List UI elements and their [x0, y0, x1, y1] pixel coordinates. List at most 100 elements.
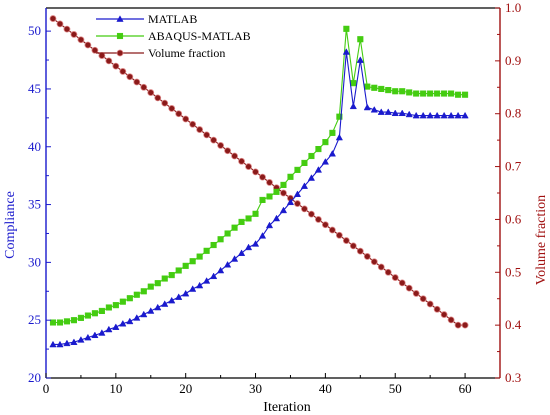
- data-point-matlab: [63, 339, 71, 347]
- data-point-volume-fraction: [398, 279, 406, 287]
- data-point-volume-fraction: [63, 25, 71, 33]
- data-point-volume-fraction: [168, 105, 176, 112]
- data-point-matlab: [133, 314, 141, 321]
- data-point-volume-fraction: [377, 263, 385, 271]
- data-point-matlab: [168, 296, 176, 304]
- y-right-tick-label: 0.9: [505, 53, 521, 68]
- data-point-abaqus-matlab: [308, 152, 315, 160]
- legend-marker-volume-fraction: [116, 49, 124, 57]
- data-point-matlab: [161, 300, 169, 307]
- data-point-abaqus-matlab: [77, 314, 84, 321]
- data-point-volume-fraction: [84, 41, 92, 49]
- data-point-abaqus-matlab: [455, 91, 462, 98]
- data-point-volume-fraction: [426, 300, 434, 308]
- y-left-tick-label: 20: [28, 370, 41, 385]
- data-point-volume-fraction: [70, 31, 78, 38]
- data-point-abaqus-matlab: [273, 188, 280, 195]
- data-point-volume-fraction: [447, 316, 455, 324]
- data-point-matlab: [349, 102, 357, 110]
- data-point-volume-fraction: [419, 295, 427, 303]
- data-point-matlab: [454, 111, 462, 119]
- data-point-volume-fraction: [266, 179, 273, 186]
- data-point-abaqus-matlab: [434, 90, 441, 97]
- data-point-abaqus-matlab: [441, 90, 448, 97]
- data-point-abaqus-matlab: [224, 230, 231, 237]
- data-point-abaqus-matlab: [420, 90, 427, 97]
- series-line-matlab: [52, 51, 466, 346]
- data-point-volume-fraction: [210, 136, 218, 144]
- data-point-volume-fraction: [314, 216, 322, 223]
- y-right-tick-label: 0.3: [505, 370, 521, 385]
- data-point-matlab: [356, 56, 364, 63]
- data-point-volume-fraction: [412, 290, 420, 297]
- data-point-volume-fraction: [154, 94, 162, 102]
- data-point-matlab: [363, 103, 371, 111]
- data-point-abaqus-matlab: [462, 91, 469, 98]
- data-point-volume-fraction: [224, 147, 232, 155]
- data-point-abaqus-matlab: [364, 83, 371, 90]
- data-point-matlab: [147, 307, 155, 314]
- data-point-matlab: [175, 293, 183, 300]
- data-point-matlab: [419, 111, 427, 119]
- x-tick-label: 20: [179, 381, 192, 396]
- data-point-abaqus-matlab: [168, 272, 175, 279]
- data-point-abaqus-matlab: [147, 283, 154, 290]
- data-point-abaqus-matlab: [378, 85, 385, 92]
- data-point-matlab: [384, 108, 392, 115]
- data-point-volume-fraction: [440, 311, 448, 318]
- y-axis-right-title: Volume fraction: [534, 195, 549, 285]
- data-point-volume-fraction: [356, 247, 364, 255]
- data-point-abaqus-matlab: [210, 241, 217, 249]
- legend: MATLAB ABAQUS-MATLAB Volume fraction: [96, 12, 251, 60]
- data-point-abaqus-matlab: [406, 89, 413, 96]
- data-point-abaqus-matlab: [259, 196, 266, 203]
- data-point-matlab: [398, 109, 406, 117]
- data-point-matlab: [321, 158, 330, 165]
- data-point-matlab: [216, 266, 225, 274]
- data-point-matlab: [314, 166, 323, 173]
- legend-label-volume-fraction: Volume fraction: [148, 46, 225, 60]
- data-point-matlab: [237, 249, 246, 256]
- data-point-abaqus-matlab: [63, 318, 71, 325]
- data-point-abaqus-matlab: [399, 88, 406, 95]
- legend-label-matlab: MATLAB: [148, 12, 197, 26]
- data-point-abaqus-matlab: [301, 159, 308, 166]
- data-point-volume-fraction: [259, 173, 266, 181]
- data-point-abaqus-matlab: [182, 262, 189, 269]
- data-point-abaqus-matlab: [350, 80, 357, 87]
- data-point-abaqus-matlab: [336, 113, 343, 120]
- data-point-abaqus-matlab: [266, 193, 273, 200]
- data-point-abaqus-matlab: [105, 304, 112, 311]
- data-point-abaqus-matlab: [175, 267, 182, 274]
- axes: 0 10 20 30 40 50 60 20 25 30 35 40 45 50 0.3 0.4 0.5 0.6 0…: [28, 0, 522, 396]
- data-point-matlab: [461, 111, 469, 119]
- data-point-abaqus-matlab: [189, 258, 196, 265]
- y-left-tick-label: 45: [28, 81, 41, 96]
- data-point-volume-fraction: [391, 274, 399, 281]
- data-point-volume-fraction: [321, 221, 329, 229]
- data-point-volume-fraction: [140, 83, 148, 91]
- data-point-volume-fraction: [49, 15, 57, 22]
- data-point-matlab: [412, 111, 420, 119]
- data-point-volume-fraction: [161, 99, 169, 107]
- data-point-abaqus-matlab: [112, 302, 119, 309]
- data-point-abaqus-matlab: [238, 218, 245, 225]
- data-point-matlab: [370, 106, 378, 113]
- data-point-abaqus-matlab: [427, 90, 434, 97]
- data-point-abaqus-matlab: [196, 253, 203, 260]
- data-point-volume-fraction: [231, 152, 238, 160]
- data-point-matlab: [300, 182, 309, 189]
- data-point-matlab: [405, 110, 413, 118]
- series-line-abaqus-matlab: [52, 28, 466, 324]
- data-point-abaqus-matlab: [287, 173, 294, 180]
- data-point-abaqus-matlab: [161, 275, 168, 282]
- data-point-volume-fraction: [105, 57, 113, 65]
- data-point-matlab: [293, 190, 302, 197]
- data-point-volume-fraction: [56, 20, 64, 28]
- data-point-abaqus-matlab: [357, 36, 364, 43]
- x-tick-label: 50: [389, 381, 402, 396]
- data-point-matlab: [140, 310, 148, 318]
- data-point-volume-fraction: [189, 120, 197, 128]
- data-point-volume-fraction: [280, 189, 287, 197]
- y-right-tick-label: 0.7: [505, 159, 522, 174]
